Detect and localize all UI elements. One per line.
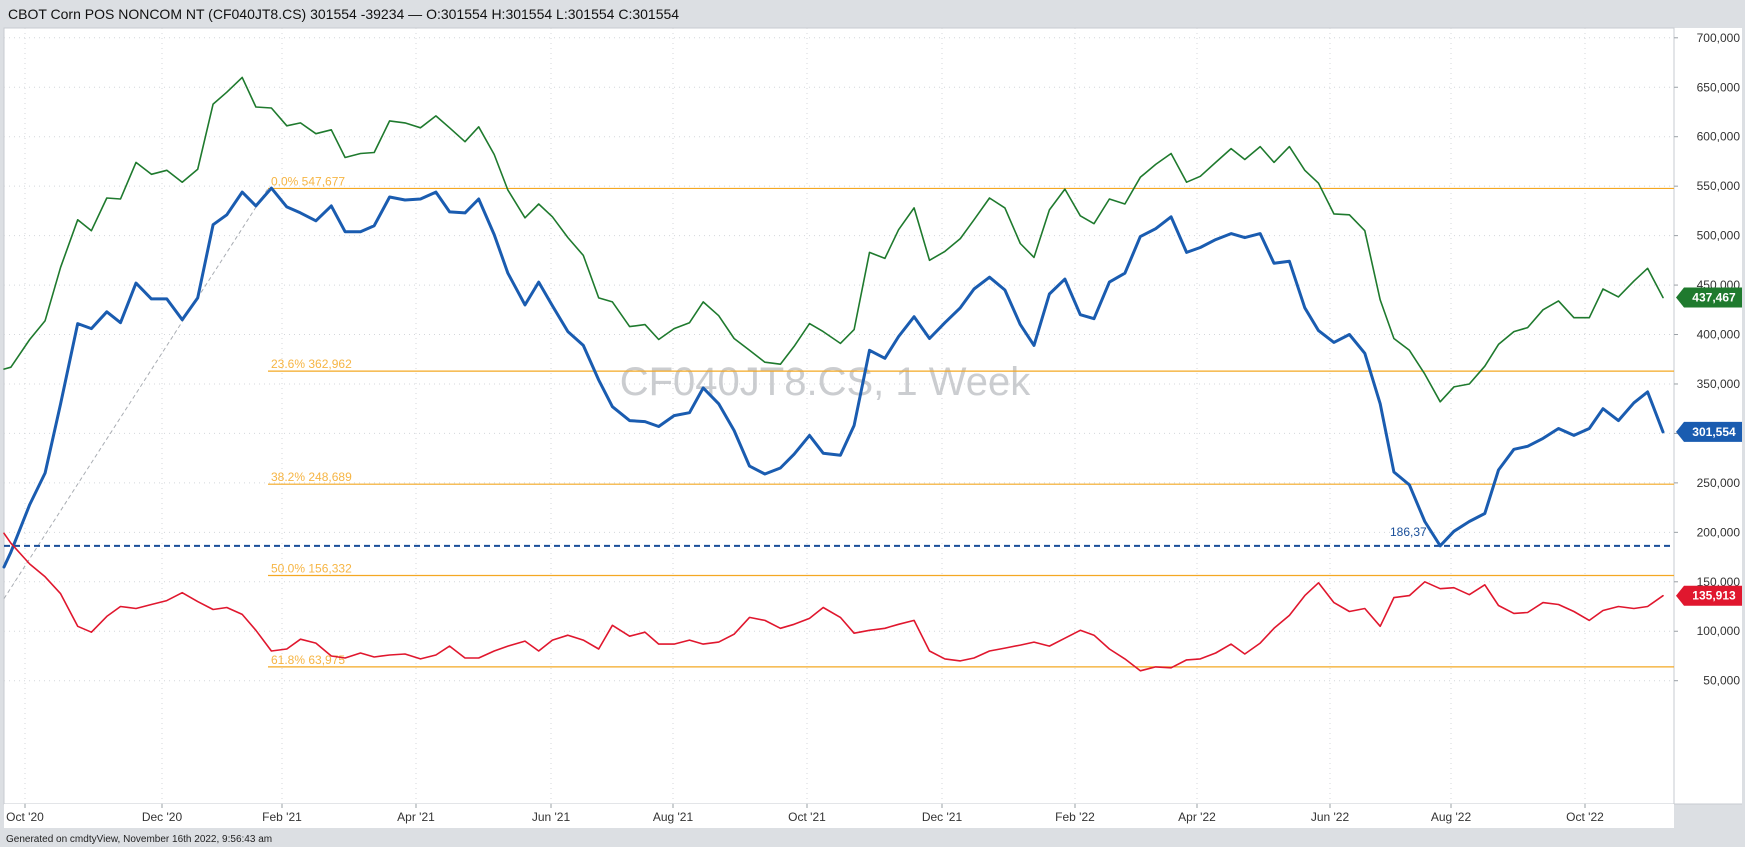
x-tick-label: Aug '21 [653, 810, 694, 824]
fib-level-label: 0.0% 547,677 [271, 174, 345, 188]
blue-series-line[interactable] [2, 186, 1665, 569]
y-tick-label: 350,000 [1697, 377, 1741, 391]
grid-layer [4, 28, 1674, 804]
x-tick-label: Oct '21 [788, 810, 826, 824]
x-tick-label: Dec '21 [922, 810, 963, 824]
x-tick-label: Jun '22 [1311, 810, 1350, 824]
y-tick-label: 50,000 [1703, 674, 1740, 688]
red-series-line[interactable] [3, 532, 1664, 672]
last-value-badge [1676, 585, 1742, 606]
x-tick-label: Oct '20 [6, 810, 44, 824]
y-tick-label: 250,000 [1697, 476, 1741, 490]
x-tick-label: Feb '21 [262, 810, 302, 824]
y-tick-label: 550,000 [1697, 179, 1741, 193]
last-value-badges: 437,467 301,554 135,913 [1676, 287, 1742, 606]
y-tick-label: 150,000 [1697, 575, 1741, 589]
generated-footer: Generated on cmdtyView, November 16th 20… [6, 834, 273, 845]
last-value-label: 437,467 [1692, 290, 1736, 304]
fib-trend-line[interactable] [3, 188, 269, 599]
plot-area[interactable] [3, 27, 1675, 805]
fib-level-label: 61.8% 63,975 [271, 653, 345, 667]
symbol-watermark: CF040JT8.CS, 1 Week [620, 360, 1032, 404]
fib-level-label: 38.2% 248,689 [271, 470, 352, 484]
y-tick-label: 200,000 [1697, 525, 1741, 539]
x-tick-label: Dec '20 [142, 810, 183, 824]
last-value-badge [1676, 421, 1742, 442]
series-layer [2, 76, 1665, 672]
x-axis-ticks: Oct '20 Dec '20 Feb '21 Apr '21 Jun '21 Aug '… [6, 804, 1604, 824]
fib-level-label: 50.0% 156,332 [271, 562, 352, 576]
x-tick-label: Feb '22 [1055, 810, 1095, 824]
x-axis-panel[interactable] [4, 804, 1674, 828]
y-tick-label: 650,000 [1697, 80, 1741, 94]
last-value-badge [1676, 287, 1742, 308]
y-axis-panel[interactable] [1674, 28, 1742, 804]
green-series-line[interactable] [3, 76, 1664, 403]
y-tick-label: 100,000 [1697, 624, 1741, 638]
x-tick-label: Jun '21 [532, 810, 571, 824]
chart-title-bar: CBOT Corn POS NONCOM NT (CF040JT8.CS) 30… [8, 6, 680, 22]
fibonacci-retracement[interactable]: 0.0% 547,677 23.6% 362,962 38.2% 248,689 50… [3, 174, 1674, 668]
x-tick-label: Oct '22 [1566, 810, 1604, 824]
horizontal-line-annotation[interactable]: 186,37 [4, 525, 1674, 547]
last-value-label: 135,913 [1692, 589, 1736, 603]
y-tick-label: 700,000 [1697, 31, 1741, 45]
horizontal-line-label: 186,37 [1390, 525, 1427, 539]
y-tick-label: 500,000 [1697, 229, 1741, 243]
x-tick-label: Apr '21 [397, 810, 435, 824]
y-tick-label: 400,000 [1697, 328, 1741, 342]
y-tick-label: 600,000 [1697, 130, 1741, 144]
x-tick-label: Aug '22 [1431, 810, 1472, 824]
last-value-label: 301,554 [1692, 425, 1736, 439]
fib-level-label: 23.6% 362,962 [271, 357, 352, 371]
x-tick-label: Apr '22 [1178, 810, 1216, 824]
